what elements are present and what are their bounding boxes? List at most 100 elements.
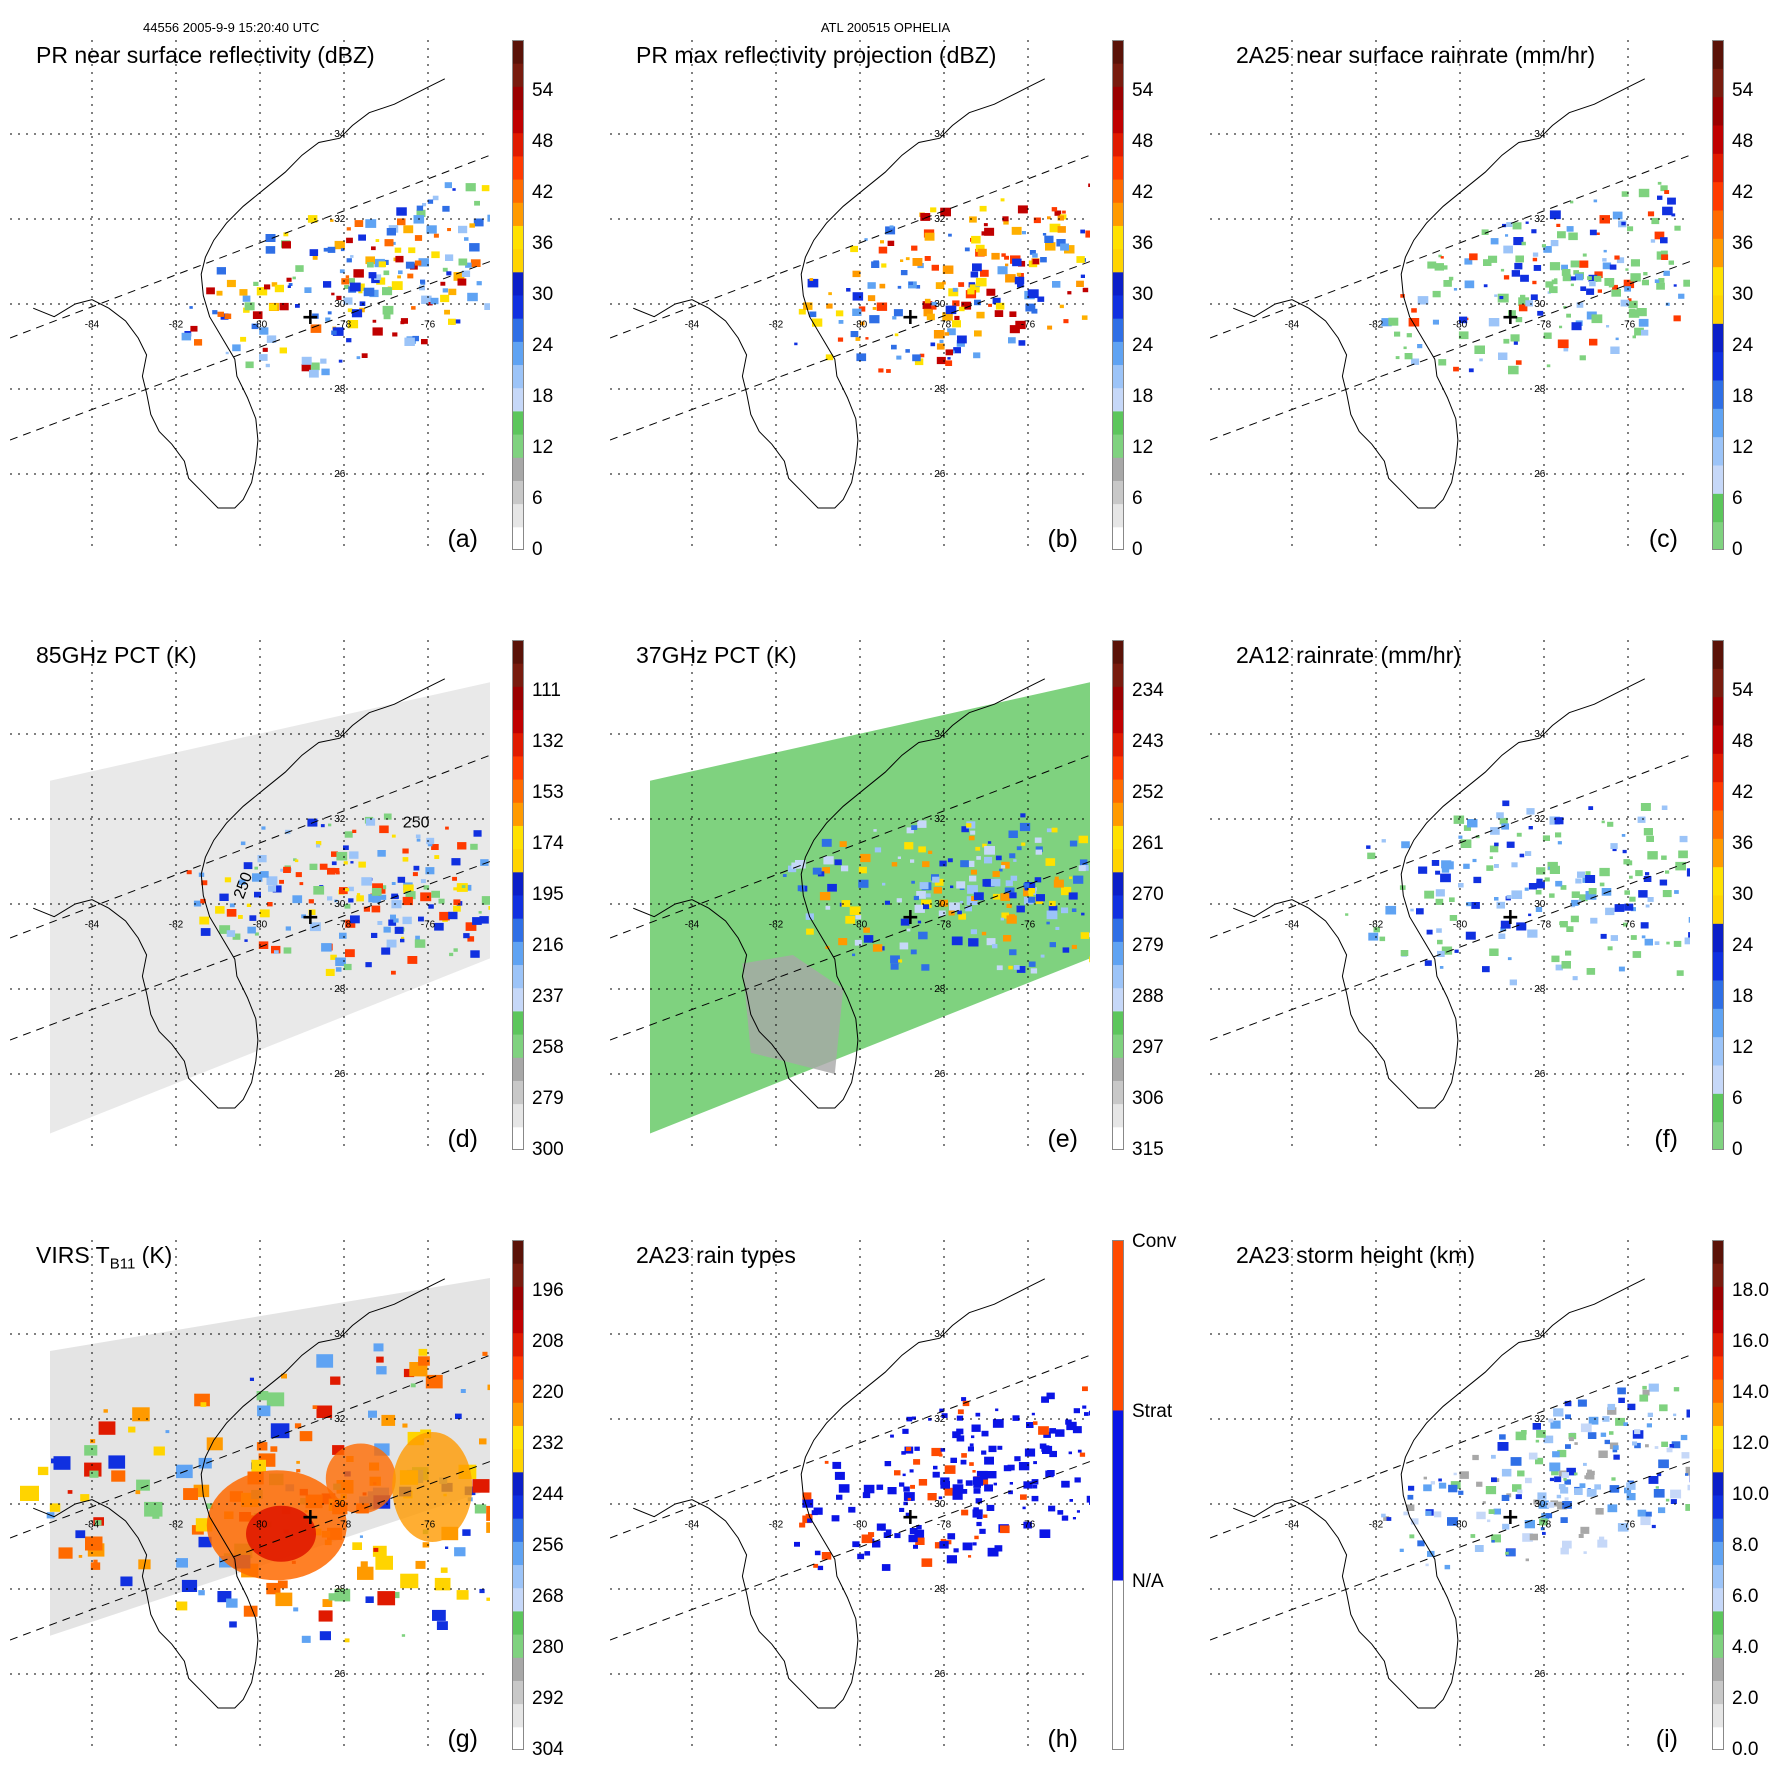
colorbar-swatch [1112, 503, 1124, 528]
colorbar-tick: 2.0 [1732, 1688, 1759, 1709]
panel-title: 2A23 rain types [636, 1242, 796, 1268]
colorbar-swatch [512, 640, 524, 664]
lat-label: 34 [1534, 1329, 1546, 1340]
lat-label: 28 [334, 984, 346, 995]
colorbar-swatch [1712, 1448, 1724, 1473]
storm-center-marker: + [1501, 905, 1519, 930]
lon-label: -76 [1621, 919, 1636, 930]
colorbar-tick: 54 [1732, 80, 1754, 101]
colorbar-swatch [1712, 696, 1724, 726]
colorbar-swatch [512, 964, 524, 989]
lat-label: 26 [1534, 1669, 1546, 1680]
colorbar-swatch [512, 132, 524, 157]
colorbar-tick: 30 [1732, 284, 1754, 305]
colorbar-swatch [512, 663, 524, 687]
colorbar-tick: 16.0 [1732, 1331, 1769, 1352]
colorbar-swatch [1712, 238, 1724, 268]
colorbar-swatch [512, 410, 524, 435]
colorbar-swatch [512, 1126, 524, 1150]
colorbar-swatch [512, 318, 524, 342]
lon-label: -76 [1021, 1519, 1036, 1530]
lon-label: -76 [421, 919, 436, 930]
lon-label: -82 [169, 919, 184, 930]
colorbar-tick: 36 [1732, 233, 1754, 254]
lon-label: -84 [1285, 319, 1300, 330]
colorbar-tick: 258 [532, 1037, 564, 1058]
colorbar-tick: 18 [1132, 386, 1154, 407]
lat-label: 28 [334, 384, 346, 395]
storm-center-marker: + [901, 905, 919, 930]
colorbar-swatch [1112, 480, 1124, 505]
colorbar-tick: 10.0 [1732, 1484, 1769, 1505]
colorbar-tick: 111 [532, 680, 561, 701]
lat-label: 34 [334, 1329, 346, 1340]
map-f: -84-82-80-78-76-74343230282624+ [1210, 640, 1690, 1150]
colorbar-swatch [512, 1103, 524, 1128]
lon-label: -80 [253, 319, 268, 330]
colorbar-tick: 196 [532, 1280, 564, 1301]
colorbar-swatch [1712, 1564, 1724, 1589]
lon-label: -80 [1453, 919, 1468, 930]
colorbar-swatch [512, 1726, 524, 1750]
colorbar-tick: 6.0 [1732, 1586, 1759, 1607]
colorbar-swatch [512, 1610, 524, 1635]
colorbar-swatch [1712, 753, 1724, 783]
colorbar-swatch [512, 387, 524, 412]
colorbar-swatch [1712, 1309, 1724, 1334]
colorbar-swatch [512, 1448, 524, 1473]
colorbar-swatch [1712, 68, 1724, 98]
colorbar-swatch [512, 457, 524, 481]
colorbar-tick: 6 [1732, 488, 1743, 509]
colorbar-swatch [1712, 1263, 1724, 1287]
swath-edges [1210, 1354, 1690, 1641]
colorbar-swatch [1112, 755, 1124, 780]
lon-label: -76 [421, 319, 436, 330]
colorbar-swatch [512, 1034, 524, 1058]
coastline [633, 78, 1046, 509]
storm-center-marker: + [1501, 305, 1519, 330]
colorbar-tick: 237 [532, 986, 564, 1007]
colorbar-tick: 18 [1732, 386, 1754, 407]
colorbar-swatch [1112, 1010, 1124, 1035]
lat-label: 26 [934, 469, 946, 480]
colorbar-swatch [1712, 351, 1724, 381]
colorbar-swatch [512, 225, 524, 250]
colorbar-swatch [512, 526, 524, 550]
colorbar-tick: 279 [1132, 935, 1164, 956]
panel-label: (b) [1047, 525, 1078, 553]
lon-label: -84 [85, 1519, 100, 1530]
lon-label: -78 [1537, 919, 1552, 930]
lon-label: -76 [1621, 1519, 1636, 1530]
colorbar-tick: 232 [532, 1433, 564, 1454]
colorbar-tick: 0 [532, 539, 543, 560]
colorbar-swatch [1712, 1541, 1724, 1566]
coastline [33, 78, 446, 509]
map-i: -84-82-80-78-76-74343230282624+ [1210, 1240, 1690, 1750]
colorbar-swatch [1112, 86, 1124, 111]
colorbar-swatch [1112, 871, 1124, 896]
colorbar-swatch [512, 686, 524, 711]
colorbar-tick: 6 [532, 488, 543, 509]
colorbar-swatch [512, 364, 524, 389]
colorbar-swatch [1712, 153, 1724, 183]
land-warm-area [742, 955, 844, 1074]
panel-label: (f) [1654, 1125, 1678, 1153]
colorbar-tick: 24 [532, 335, 554, 356]
colorbar-swatch [1712, 1093, 1724, 1123]
colorbar-swatch [512, 179, 524, 203]
colorbar-swatch [1712, 1379, 1724, 1403]
colorbar-swatch [1112, 434, 1124, 458]
colorbar-swatch [512, 1332, 524, 1357]
lon-label: -80 [853, 919, 868, 930]
colorbar-swatch [1712, 295, 1724, 324]
lon-label: -84 [85, 919, 100, 930]
colorbar-swatch [1112, 1580, 1124, 1750]
graticule [1210, 40, 1690, 550]
colorbar-swatch [1112, 410, 1124, 435]
colorbar-tick: 36 [1732, 833, 1754, 854]
map-c: -84-82-80-78-76-74343230282624+ [1210, 40, 1690, 550]
panel-c: -84-82-80-78-76-74343230282624+2A25 near… [1210, 40, 1771, 560]
colorbar-tick: 36 [532, 233, 554, 254]
lat-label: 28 [1534, 1584, 1546, 1595]
colorbar-swatch [1712, 1680, 1724, 1705]
